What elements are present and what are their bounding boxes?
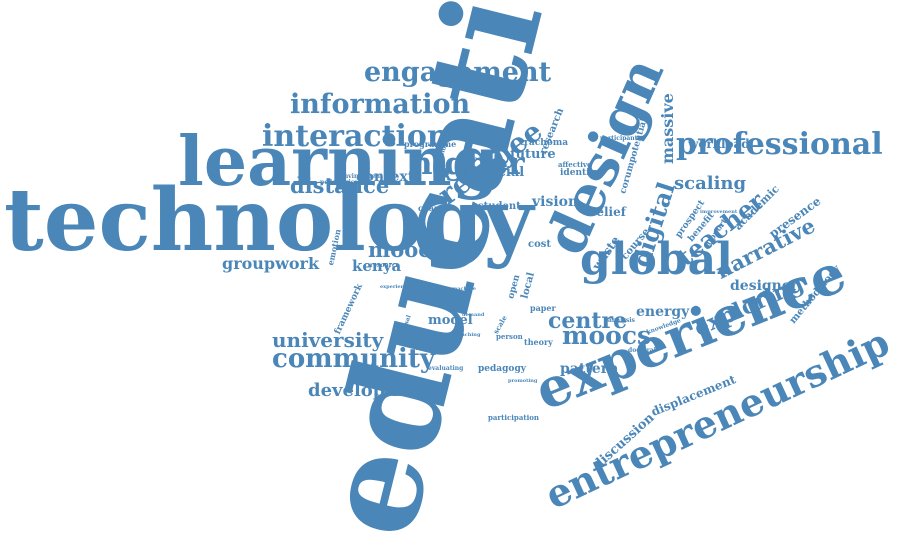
- word-higher: higher: [410, 146, 525, 182]
- word-learning: learning: [178, 122, 500, 202]
- word-affective: affective: [558, 160, 592, 169]
- word-student: student: [478, 201, 521, 212]
- word-social: social: [482, 165, 525, 180]
- word-workshop: workshop: [415, 345, 448, 352]
- word-university: university: [272, 328, 384, 352]
- word-environment: environment: [340, 173, 383, 180]
- word-designer: designer: [730, 278, 799, 294]
- word-teaching: teaching: [456, 332, 481, 338]
- word-distance: distance: [290, 173, 390, 198]
- word-information: information: [290, 89, 471, 120]
- word-groupwork: groupwork: [222, 254, 320, 273]
- word-improvement: improvement: [700, 209, 738, 215]
- word-relief: relief: [590, 205, 626, 219]
- word-massive: massive: [658, 93, 677, 164]
- word-workload: workload: [688, 137, 750, 151]
- word-promoting: promoting: [508, 378, 538, 384]
- word-centre: centre: [548, 308, 628, 334]
- word-change: change: [418, 203, 451, 213]
- word-pedagogical: pedagogical: [320, 179, 361, 186]
- word-local: local: [519, 271, 537, 300]
- word-trachoma: trachoma: [520, 138, 569, 148]
- word-programme: programme: [404, 139, 457, 149]
- word-technology: technology: [4, 170, 534, 271]
- word-identity: identity: [560, 168, 599, 178]
- word-person: person: [496, 332, 523, 341]
- word-machine: machine: [452, 286, 476, 292]
- word-global: global: [580, 234, 733, 285]
- word-doctoral: doctoral: [628, 347, 656, 354]
- word-theory: theory: [524, 337, 553, 347]
- word-cost: cost: [528, 239, 552, 250]
- word-interaction: interaction: [262, 119, 449, 154]
- word-model: model: [428, 313, 473, 328]
- word-health: health: [446, 305, 468, 312]
- word-kenya: kenya: [352, 257, 402, 275]
- word-paper: paper: [530, 303, 556, 313]
- word-engagement: engagement: [364, 57, 552, 88]
- word-evaluating: evaluating: [428, 365, 464, 372]
- word-moocs: moocs: [562, 321, 652, 350]
- word-future: future: [510, 147, 556, 162]
- word-community: community: [272, 344, 435, 374]
- word-experienced: experienced: [380, 284, 414, 290]
- word-mooc: mooc: [368, 237, 432, 262]
- word-pattern: pattern: [560, 361, 619, 377]
- word-vision: vision: [532, 194, 579, 210]
- word-analysis: analysis: [608, 317, 635, 324]
- word-participation: participation: [488, 413, 540, 422]
- word-professional: professional: [676, 127, 883, 162]
- word-participant: participant: [600, 135, 638, 142]
- word-context: context: [356, 169, 415, 185]
- word-pedagogy: pedagogy: [478, 364, 526, 374]
- word-development: development: [308, 380, 438, 401]
- word-energy: energy: [636, 304, 690, 320]
- word-resource: resource: [370, 262, 400, 269]
- word-demand: demand: [462, 312, 485, 318]
- word-scaling: scaling: [674, 173, 747, 194]
